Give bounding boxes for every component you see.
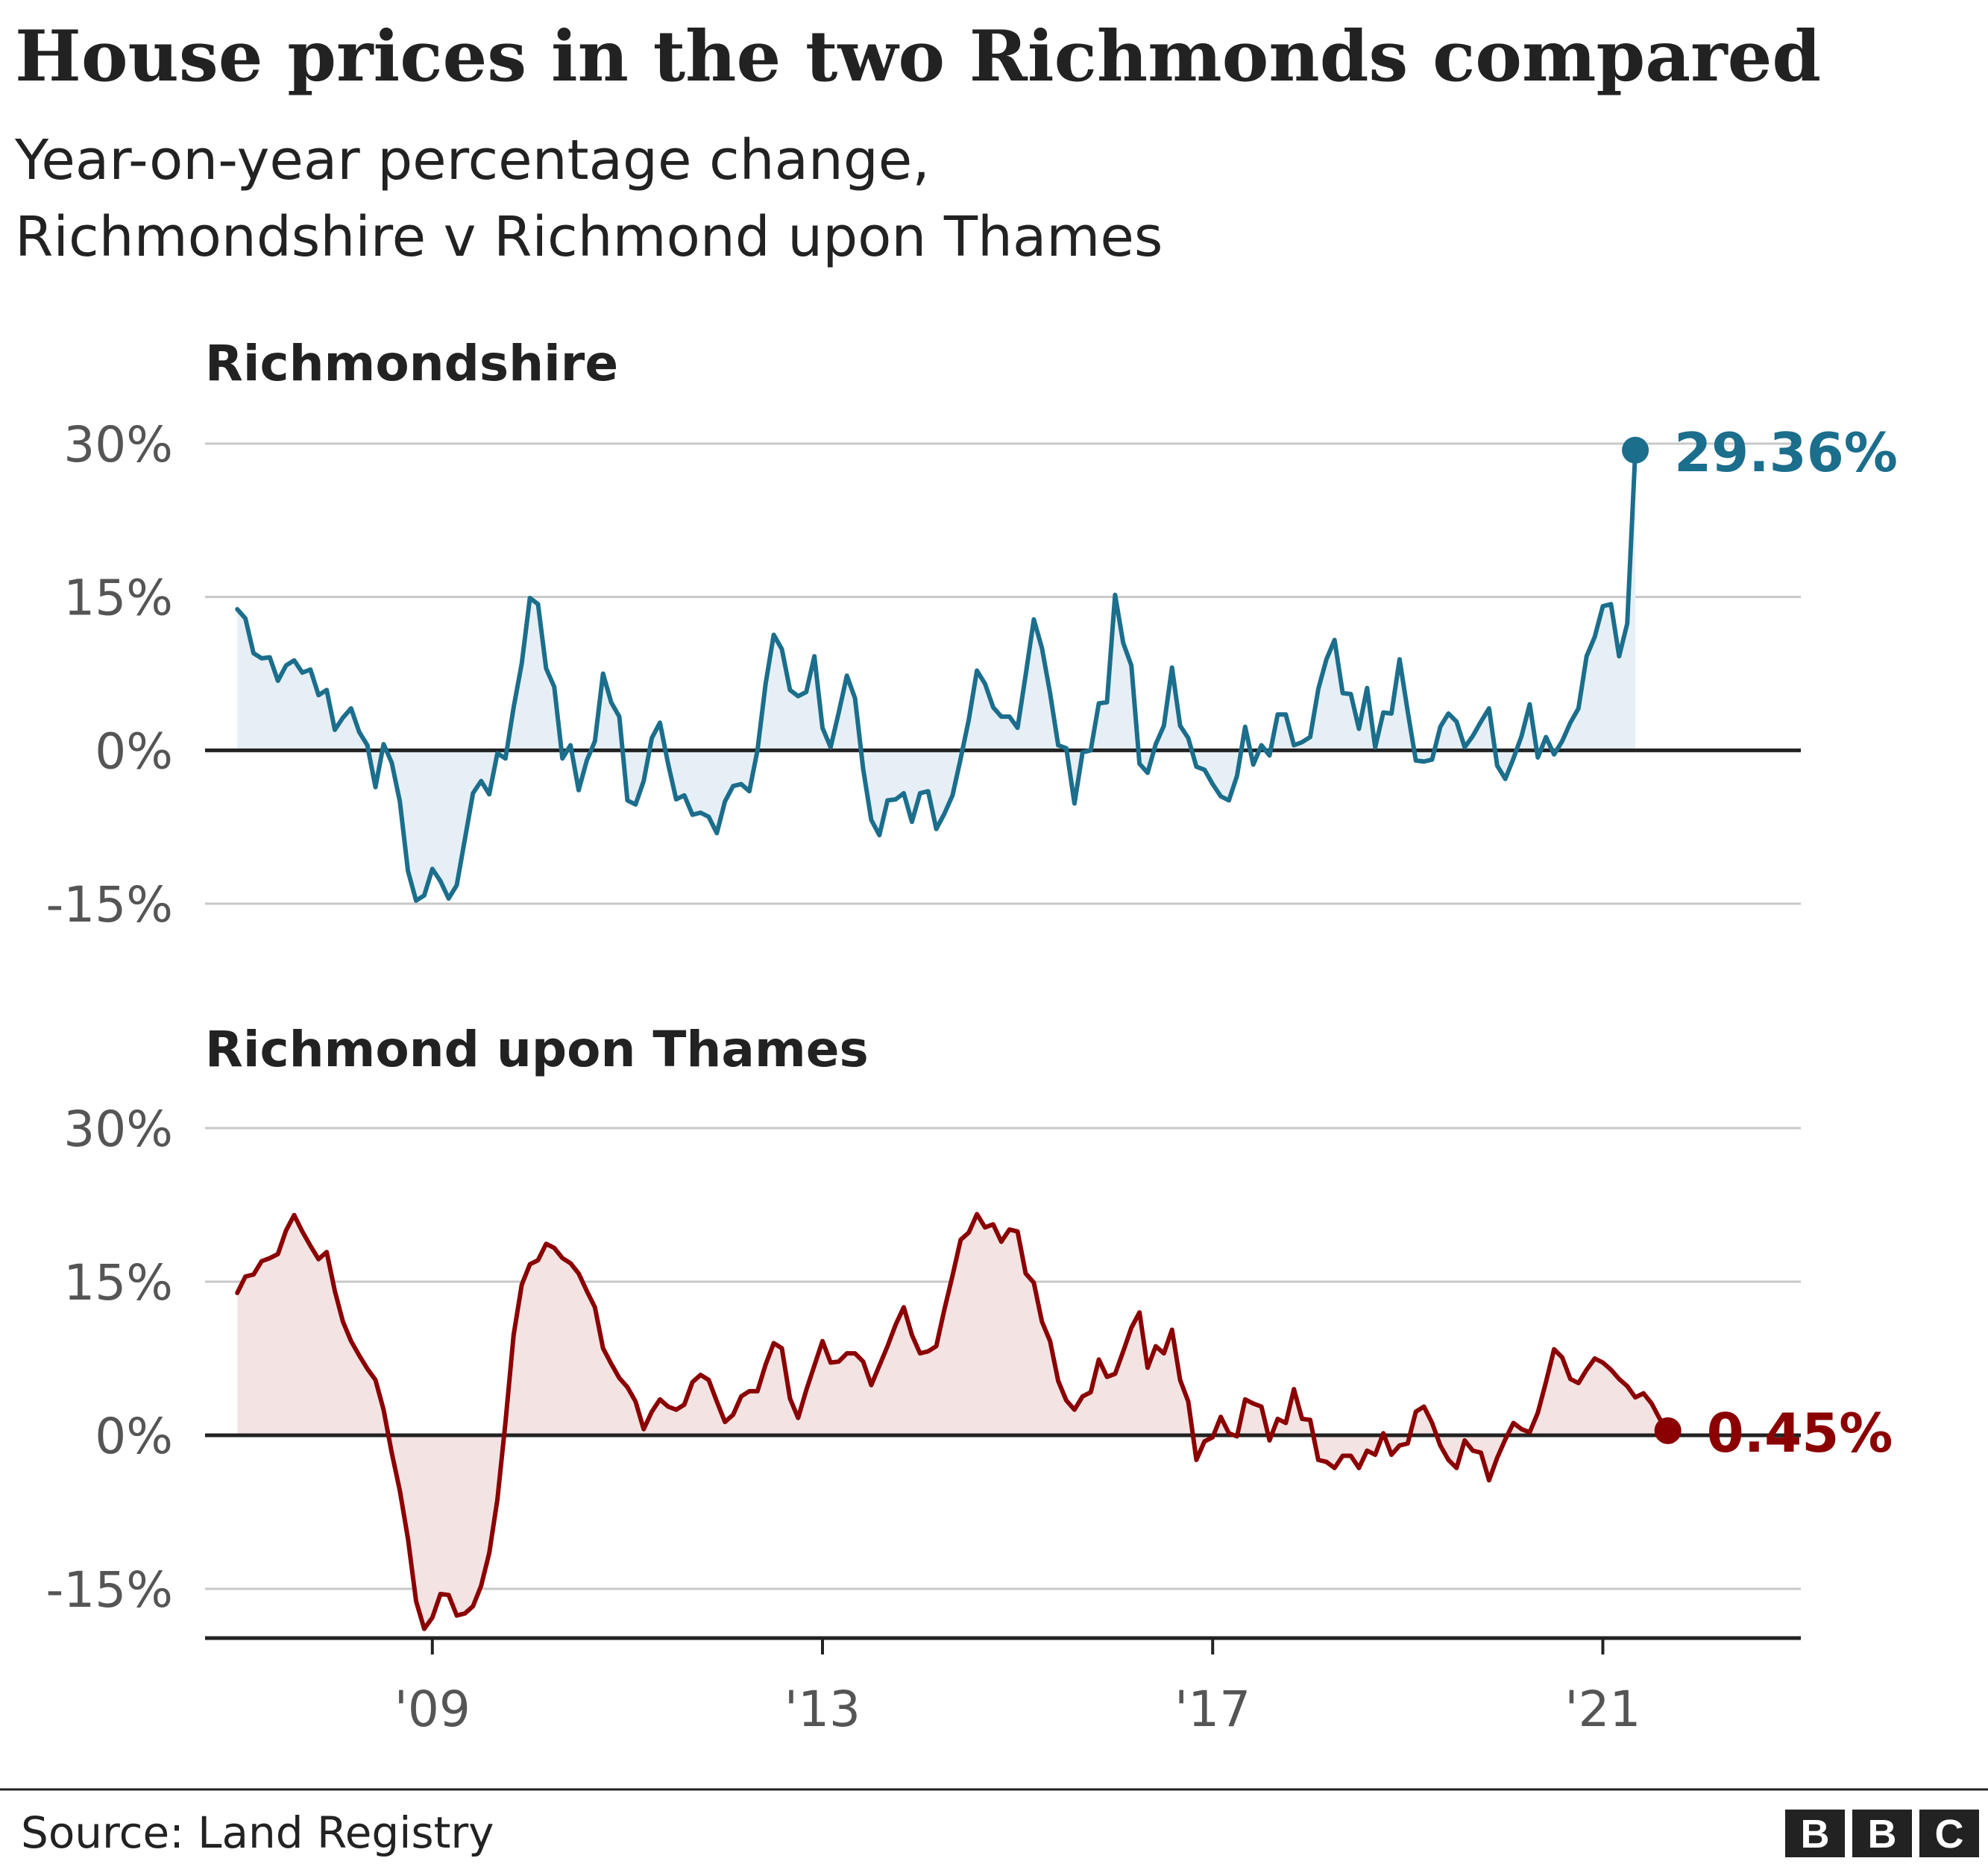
- series-line-richmondshire: [235, 447, 1638, 903]
- end-point-richmondshire: [1622, 436, 1649, 464]
- end-value-label-richmondshire: 29.36%: [1674, 421, 1898, 484]
- series-line-richmond-thames: [235, 1212, 1670, 1631]
- source-note: Source: Land Registry: [21, 1807, 494, 1858]
- x-tick-label-2: '17: [1174, 1681, 1251, 1738]
- y-tick-label-richmond-thames-0: 30%: [63, 1101, 173, 1158]
- panel-richmond-upon-thames: Richmond upon Thames 30% 15% 0% -15% 0.45%: [45, 1021, 1893, 1631]
- y-tick-label-richmondshire-0: 30%: [63, 416, 173, 473]
- x-tick-label-0: '09: [394, 1681, 471, 1738]
- x-axis: '09 '13 '17 '21: [205, 1636, 1801, 1738]
- bbc-logo-block-0: [1785, 1810, 1845, 1857]
- area-richmondshire: [237, 450, 1636, 901]
- bbc-logo-block-1: [1852, 1810, 1912, 1857]
- y-tick-label-richmond-thames-1: 15%: [63, 1254, 173, 1312]
- panel-title-richmondshire: Richmondshire: [205, 335, 618, 392]
- y-tick-label-richmond-thames-2: 0%: [95, 1408, 173, 1465]
- end-value-label-richmond-thames: 0.45%: [1707, 1402, 1893, 1464]
- y-tick-label-richmondshire-3: -15%: [45, 876, 173, 933]
- y-tick-label-richmond-thames-3: -15%: [45, 1561, 173, 1619]
- end-point-richmond-thames: [1654, 1417, 1682, 1444]
- y-tick-label-richmondshire-1: 15%: [63, 570, 173, 627]
- bbc-logo-letter-0: B: [1801, 1812, 1830, 1857]
- y-tick-label-richmondshire-2: 0%: [95, 722, 173, 780]
- bbc-logo-letter-2: C: [1935, 1812, 1964, 1857]
- chart-title: House prices in the two Richmonds compar…: [15, 16, 1821, 98]
- bbc-logo-block-2: [1919, 1810, 1979, 1857]
- bbc-logo-letter-1: B: [1868, 1812, 1897, 1857]
- x-tick-label-1: '13: [784, 1681, 861, 1738]
- x-tick-label-3: '21: [1564, 1681, 1641, 1738]
- chart-subtitle-line1: Year-on-year percentage change,: [14, 128, 930, 192]
- panel-richmondshire: Richmondshire 30% 15% 0% -15% 29.36%: [45, 335, 1897, 933]
- panel-title-richmond-upon-thames: Richmond upon Thames: [205, 1021, 869, 1078]
- chart-subtitle-line2: Richmondshire v Richmond upon Thames: [15, 205, 1163, 269]
